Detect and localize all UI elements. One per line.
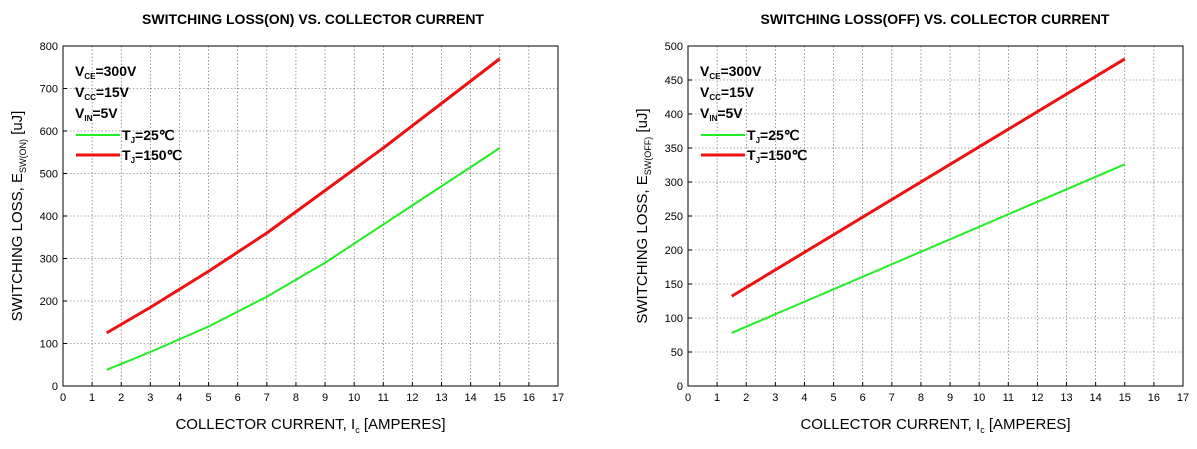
x-tick-label: 5 (206, 392, 212, 404)
series-line-2 (730, 57, 1126, 298)
x-tick-label: 7 (889, 392, 895, 404)
x-axis-label: COLLECTOR CURRENT, Ic [AMPERES] (800, 416, 1070, 435)
x-tick-label: 1 (714, 392, 720, 404)
x-tick-label: 15 (494, 392, 506, 404)
series-line-2 (105, 57, 501, 335)
y-tick-label: 100 (40, 339, 58, 351)
condition-label: VIN=5V (75, 105, 118, 123)
x-tick-label: 7 (264, 392, 270, 404)
x-tick-label: 0 (685, 392, 691, 404)
x-tick-label: 4 (801, 392, 807, 404)
x-tick-label: 12 (1031, 392, 1043, 404)
condition-label: VIN=5V (700, 105, 743, 123)
y-tick-label: 500 (665, 41, 683, 53)
y-axis-label: SWITCHING LOSS, ESW(OFF) [uJ] (634, 108, 653, 323)
series-line-1 (731, 163, 1126, 334)
x-tick-label: 2 (118, 392, 124, 404)
y-tick-label: 100 (665, 313, 683, 325)
chart-title: SWITCHING LOSS(ON) VS. COLLECTOR CURRENT (142, 11, 484, 27)
x-tick-label: 0 (60, 392, 66, 404)
x-tick-label: 12 (406, 392, 418, 404)
y-tick-label: 500 (40, 169, 58, 181)
legend-label-2: TJ=150℃ (122, 147, 183, 165)
x-tick-label: 3 (147, 392, 153, 404)
y-tick-label: 300 (665, 177, 683, 189)
x-tick-label: 8 (293, 392, 299, 404)
y-tick-label: 250 (665, 211, 683, 223)
x-tick-label: 10 (973, 392, 985, 404)
x-tick-label: 4 (176, 392, 182, 404)
x-tick-label: 5 (831, 392, 837, 404)
condition-label: VCC=15V (700, 84, 755, 102)
x-tick-label: 17 (552, 392, 564, 404)
y-tick-label: 200 (665, 245, 683, 257)
legend-label-1: TJ=25℃ (122, 127, 175, 145)
series-line-1 (106, 147, 501, 371)
x-tick-label: 1 (89, 392, 95, 404)
legend-label-2: TJ=150℃ (747, 147, 808, 165)
x-tick-label: 13 (435, 392, 447, 404)
y-tick-label: 400 (40, 211, 58, 223)
x-tick-label: 11 (378, 392, 389, 404)
x-tick-label: 8 (918, 392, 924, 404)
x-axis-label: COLLECTOR CURRENT, Ic [AMPERES] (175, 416, 445, 435)
x-tick-label: 16 (1148, 392, 1160, 404)
legend-label-1: TJ=25℃ (747, 127, 800, 145)
y-tick-label: 0 (677, 381, 683, 393)
y-tick-label: 350 (665, 143, 683, 155)
y-tick-label: 50 (671, 347, 683, 359)
y-tick-label: 600 (40, 126, 58, 138)
chart-panel-2: SWITCHING LOSS(OFF) VS. COLLECTOR CURREN… (634, 11, 1189, 435)
y-tick-label: 450 (665, 75, 683, 87)
y-tick-label: 800 (40, 41, 58, 53)
y-tick-label: 400 (665, 109, 683, 121)
x-tick-label: 6 (235, 392, 241, 404)
x-tick-label: 16 (523, 392, 535, 404)
x-tick-label: 3 (772, 392, 778, 404)
x-tick-label: 9 (322, 392, 328, 404)
x-tick-label: 15 (1119, 392, 1131, 404)
x-tick-label: 14 (1090, 392, 1102, 404)
y-tick-label: 700 (40, 84, 58, 96)
x-tick-label: 17 (1177, 392, 1189, 404)
y-tick-label: 0 (52, 381, 58, 393)
x-tick-label: 9 (947, 392, 953, 404)
condition-label: VCC=15V (75, 84, 130, 102)
x-tick-label: 10 (348, 392, 360, 404)
y-axis-label: SWITCHING LOSS, ESW(ON) [uJ] (9, 111, 28, 322)
condition-label: VCE=300V (700, 63, 762, 81)
condition-label: VCE=300V (75, 63, 137, 81)
x-tick-label: 11 (1003, 392, 1014, 404)
x-tick-label: 13 (1060, 392, 1072, 404)
x-tick-label: 6 (860, 392, 866, 404)
chart-panel-1: SWITCHING LOSS(ON) VS. COLLECTOR CURRENT… (9, 11, 564, 435)
x-tick-label: 2 (743, 392, 749, 404)
chart-title: SWITCHING LOSS(OFF) VS. COLLECTOR CURREN… (761, 11, 1110, 27)
x-tick-label: 14 (465, 392, 477, 404)
y-tick-label: 150 (665, 279, 683, 291)
y-tick-label: 200 (40, 296, 58, 308)
y-tick-label: 300 (40, 254, 58, 266)
